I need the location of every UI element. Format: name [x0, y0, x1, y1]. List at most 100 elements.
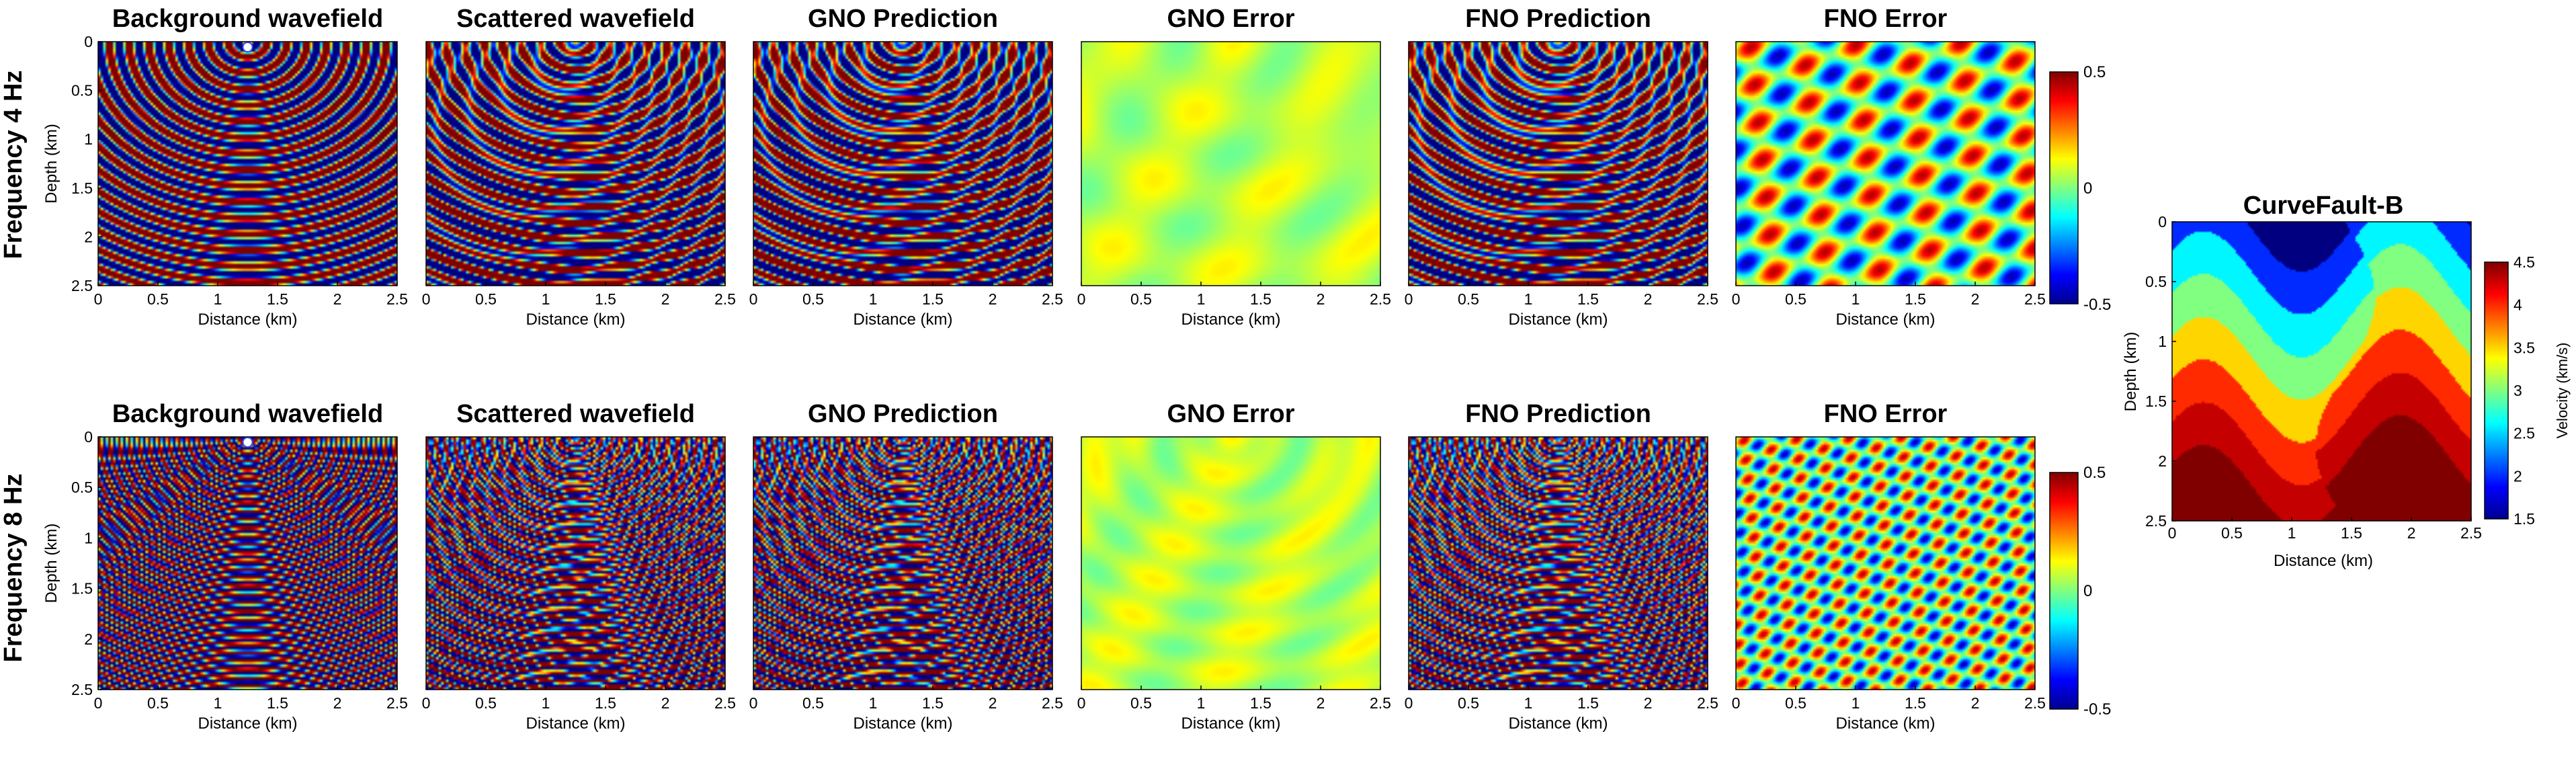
panel-4hz-3: GNO Prediction 0 0.5 1 1.5 2 2.5 Distance (km): [749, 5, 1063, 329]
velocity-axes-frame: [2171, 221, 2472, 522]
wavefield-image: [753, 42, 1052, 286]
y-tick-label: 1.5: [71, 179, 93, 197]
velocity-colorbar-ticks: 4.5 4 3.5 3 2.5 2 1.5: [2513, 253, 2535, 528]
velocity-y-tick-label: 2: [2158, 452, 2167, 470]
x-tick-label: 0: [94, 694, 103, 712]
x-tick-label: 1: [869, 694, 878, 712]
colorbar-8hz-tick-max: 0.5: [2083, 464, 2106, 482]
x-tick-label: 2.5: [1370, 290, 1391, 308]
x-axis-label: Distance (km): [853, 311, 952, 329]
x-axis-label: Distance (km): [853, 714, 952, 733]
x-tick-label: 0.5: [147, 290, 169, 308]
x-axis-label: Distance (km): [1508, 311, 1608, 329]
x-tick-label: 0.5: [1130, 694, 1152, 712]
y-tick-label: 0: [84, 428, 93, 446]
panel-title: GNO Prediction: [808, 400, 998, 428]
x-tick-label: 1: [542, 694, 550, 712]
panel-8hz-1: Background wavefield 0 0.5 1 1.5 2 2.5 Distance…: [42, 400, 408, 733]
x-tick-label: 0.5: [147, 694, 169, 712]
colorbar-8hz-tick-zero: 0: [2083, 582, 2092, 600]
colorbar-4hz: 0.5 0 -0.5: [2049, 63, 2111, 314]
x-tick-label: 0: [749, 290, 758, 308]
wavefield-image: [1409, 42, 1708, 286]
axes-frame: [97, 436, 398, 690]
panel-title: Background wavefield: [112, 5, 383, 33]
x-tick-label: 2: [989, 694, 997, 712]
wavefield-image: [1736, 437, 2035, 690]
panel-4hz-5: FNO Prediction 0 0.5 1 1.5 2 2.5 Distance (km): [1405, 5, 1718, 329]
velocity-panel-ylabel: Depth (km): [2122, 332, 2140, 412]
axes-frame: [1735, 436, 2036, 690]
y-tick-label: 2.5: [71, 277, 93, 294]
axes-frame: [97, 41, 398, 286]
x-tick-label: 1: [869, 290, 878, 308]
wavefield-panels: Background wavefield 0 0.5 1 1.5 2 2.5 Distance…: [42, 5, 2046, 733]
x-tick-label: 1.5: [595, 290, 616, 308]
panel-4hz-1: Background wavefield 0 0.5 1 1.5 2 2.5 Distance…: [42, 5, 408, 329]
x-tick-label: 0: [1405, 694, 1413, 712]
x-tick-label: 2: [1644, 290, 1653, 308]
velocity-x-tick-label: 2.5: [2460, 524, 2482, 542]
axes-frame: [1081, 41, 1381, 286]
row-labels: Frequency 4 Hz Frequency 8 Hz: [0, 71, 28, 663]
velocity-model-map: 0 0.5 1 1.5 2 2.500.511.522.5: [2145, 213, 2482, 542]
x-tick-label: 1.5: [267, 694, 288, 712]
x-tick-label: 2: [333, 694, 342, 712]
velocity-colorbar-tick: 3.5: [2513, 339, 2535, 356]
colorbar-4hz-gradient: [2049, 71, 2079, 304]
y-axis-label: Depth (km): [42, 524, 60, 604]
colorbar-4hz-tick-max: 0.5: [2083, 63, 2106, 81]
x-tick-label: 1.5: [922, 694, 944, 712]
source-marker: [242, 437, 253, 448]
velocity-colorbar-label: Velocity (km/s): [2554, 342, 2571, 438]
velocity-panel: CurveFault-B 0 0.5 1 1.5 2 2.500.511.522.5 Di…: [2122, 192, 2571, 570]
axes-frame: [1408, 436, 1708, 690]
x-axis-label: Distance (km): [1835, 311, 1935, 329]
panel-title: FNO Error: [1824, 5, 1948, 33]
velocity-colorbar-tick: 3: [2513, 382, 2522, 399]
x-tick-label: 0: [1405, 290, 1413, 308]
source-marker: [242, 42, 253, 52]
y-tick-label: 0.5: [71, 82, 93, 99]
x-tick-label: 2.5: [386, 694, 408, 712]
x-tick-label: 1.5: [1250, 290, 1272, 308]
panel-4hz-4: GNO Error 0 0.5 1 1.5 2 2.5 Distance (km): [1077, 5, 1391, 329]
wavefield-image: [98, 42, 397, 286]
velocity-x-tick-label: 0.5: [2221, 524, 2243, 542]
x-tick-label: 1.5: [1905, 290, 1926, 308]
x-tick-label: 0.5: [1785, 290, 1806, 308]
velocity-panel-title: CurveFault-B: [2243, 192, 2404, 220]
x-tick-label: 1.5: [1250, 694, 1272, 712]
x-tick-label: 2: [333, 290, 342, 308]
x-tick-label: 1.5: [1577, 694, 1599, 712]
x-tick-label: 1: [214, 694, 222, 712]
x-tick-label: 2.5: [1370, 694, 1391, 712]
x-tick-label: 1.5: [1905, 694, 1926, 712]
axes-frame: [425, 436, 726, 690]
axes-frame: [1081, 436, 1381, 690]
x-tick-label: 1: [1852, 694, 1860, 712]
x-tick-label: 1: [1197, 290, 1206, 308]
x-axis-label: Distance (km): [198, 311, 297, 329]
colorbar-8hz-gradient: [2049, 472, 2079, 710]
x-tick-label: 1.5: [595, 694, 616, 712]
panel-8hz-5: FNO Prediction 0 0.5 1 1.5 2 2.5 Distance (km): [1405, 400, 1718, 733]
axes-frame: [1735, 41, 2036, 286]
velocity-x-tick-label: 1.5: [2341, 524, 2362, 542]
x-tick-label: 0: [422, 694, 431, 712]
panel-title: Scattered wavefield: [456, 400, 695, 428]
x-axis-label: Distance (km): [1835, 714, 1935, 733]
velocity-colorbar-gradient: [2484, 261, 2509, 520]
y-tick-label: 0.5: [71, 479, 93, 496]
y-tick-label: 1.5: [71, 580, 93, 598]
panel-title: FNO Prediction: [1465, 400, 1651, 428]
x-tick-label: 2.5: [2024, 290, 2046, 308]
x-tick-label: 0.5: [475, 290, 497, 308]
x-tick-label: 1.5: [922, 290, 944, 308]
velocity-y-tick-label: 0: [2158, 213, 2167, 231]
x-tick-label: 0: [1077, 290, 1086, 308]
panel-title: GNO Error: [1167, 400, 1294, 428]
wavefield-image: [426, 437, 725, 690]
x-axis-label: Distance (km): [1181, 714, 1280, 733]
